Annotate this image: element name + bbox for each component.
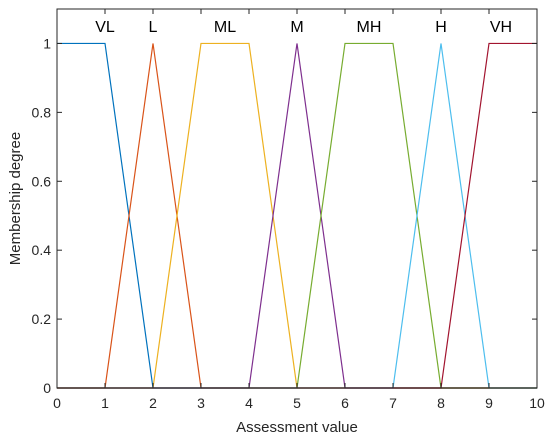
set-label-ml: ML [214, 19, 236, 36]
x-tick-label: 5 [293, 395, 301, 411]
y-tick-label: 0 [43, 380, 51, 396]
x-tick-label: 9 [485, 395, 493, 411]
x-tick-label: 2 [149, 395, 157, 411]
x-tick-label: 1 [101, 395, 109, 411]
y-axis-title: Membership degree [7, 132, 24, 265]
y-tick-label: 0.2 [32, 311, 52, 327]
set-label-m: M [290, 19, 303, 36]
tick-layer: 0 1 2 3 4 5 6 7 8 9 10 0 0.2 0.4 0.6 0.8 1 [32, 9, 545, 411]
x-tick-label: 8 [437, 395, 445, 411]
set-label-mh: MH [357, 19, 382, 36]
set-label-l: L [149, 19, 158, 36]
y-tick-label: 0.6 [32, 173, 52, 189]
annotation-layer: VL L ML M MH H VH [95, 19, 512, 36]
set-label-vh: VH [490, 19, 512, 36]
x-tick-label: 3 [197, 395, 205, 411]
y-tick-label: 0.4 [32, 242, 52, 258]
x-tick-label: 7 [389, 395, 397, 411]
plot-frame [56, 8, 538, 389]
y-tick-label: 0.8 [32, 104, 52, 120]
x-tick-label: 10 [529, 395, 545, 411]
series-layer [57, 42, 537, 389]
x-tick-label: 4 [245, 395, 253, 411]
x-tick-label: 6 [341, 395, 349, 411]
set-label-vl: VL [95, 19, 115, 36]
set-label-h: H [435, 19, 447, 36]
x-tick-label: 0 [53, 395, 61, 411]
y-tick-label: 1 [43, 35, 51, 51]
x-axis-title: Assessment value [236, 419, 358, 436]
